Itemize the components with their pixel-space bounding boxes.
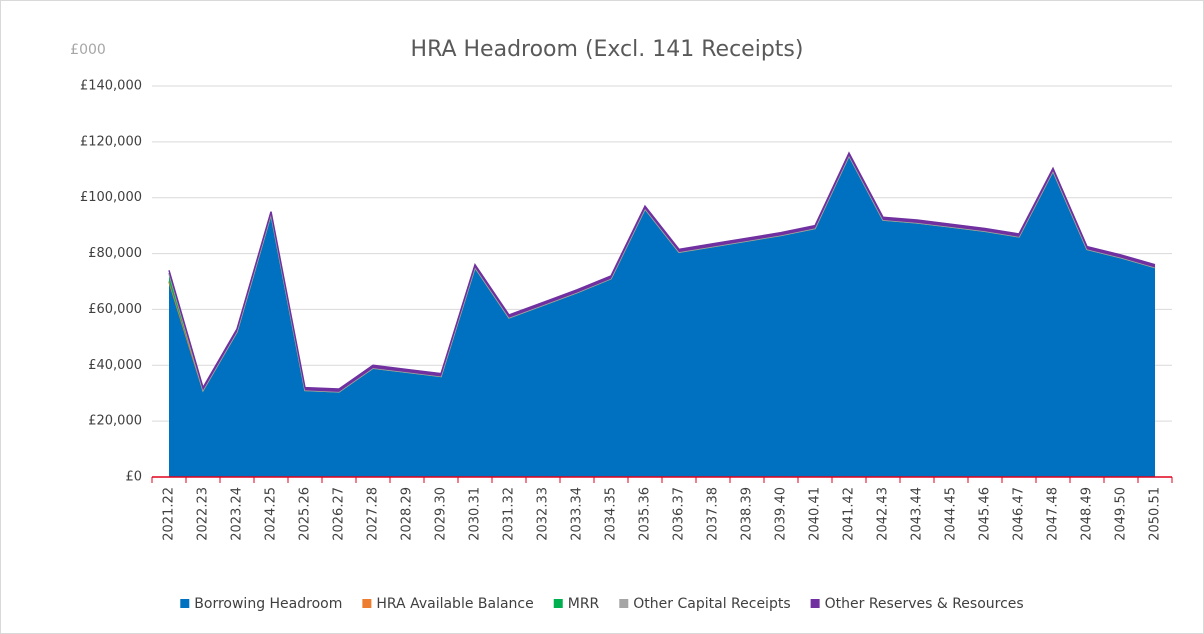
x-tick-label: 2033.34 [570, 487, 585, 541]
x-tick-label: 2040.41 [808, 487, 823, 541]
x-tick-label: 2026.27 [332, 487, 347, 541]
y-tick-label: £140,000 [80, 79, 142, 94]
legend-label: Other Reserves & Resources [825, 596, 1024, 612]
area-top-line [168, 151, 1156, 390]
x-tick-label: 2044.45 [944, 487, 959, 541]
x-tick-label: 2030.31 [468, 487, 483, 541]
y-unit-label: £000 [70, 42, 106, 58]
x-tick-label: 2038.39 [740, 487, 755, 541]
x-tick-label: 2043.44 [910, 487, 925, 541]
area-fill [169, 155, 1155, 478]
x-tick-label: 2024.25 [264, 487, 279, 541]
x-tick-label: 2028.29 [400, 487, 415, 541]
legend-swatch [553, 599, 563, 608]
legend-label: MRR [568, 596, 600, 612]
y-tick-label: £100,000 [80, 190, 142, 205]
x-tick-label: 2042.43 [876, 487, 891, 541]
x-tick-label: 2047.48 [1046, 487, 1061, 541]
x-tick-label: 2027.28 [366, 487, 381, 541]
legend: Borrowing Headroom HRA Available Balance M… [180, 596, 1024, 612]
legend-swatch [810, 599, 820, 608]
legend-label: Other Capital Receipts [633, 596, 790, 612]
legend-label: Borrowing Headroom [194, 596, 342, 612]
legend-swatch [362, 599, 372, 608]
y-tick-label: £60,000 [88, 302, 142, 317]
x-tick-label: 2032.33 [536, 487, 551, 541]
chart-title: HRA Headroom (Excl. 141 Receipts) [411, 37, 804, 62]
x-tick-label: 2037.38 [706, 487, 721, 541]
x-tick-label: 2021.22 [162, 487, 177, 541]
x-tick-label: 2036.37 [672, 487, 687, 541]
x-tick-label: 2050.51 [1148, 487, 1163, 541]
legend-swatch [180, 599, 190, 608]
x-tick-label: 2048.49 [1080, 487, 1095, 541]
x-tick-label: 2029.30 [434, 487, 449, 541]
legend-swatch [619, 599, 629, 608]
x-tick-label: 2023.24 [230, 487, 245, 541]
y-tick-label: £20,000 [88, 414, 142, 429]
x-tick-label: 2049.50 [1114, 487, 1129, 541]
x-tick-label: 2031.32 [502, 487, 517, 541]
x-tick-label: 2046.47 [1012, 487, 1027, 541]
area-top-line [168, 154, 1156, 393]
areas [168, 151, 1156, 478]
y-tick-label: £120,000 [80, 134, 142, 149]
x-tick-label: 2041.42 [842, 487, 857, 541]
x-tick-label: 2025.26 [298, 487, 313, 541]
x-tick-label: 2035.36 [638, 487, 653, 541]
x-tick-label: 2039.40 [774, 487, 789, 541]
legend-label: HRA Available Balance [376, 596, 533, 612]
x-tick-label: 2022.23 [196, 487, 211, 541]
y-tick-label: £0 [125, 470, 142, 485]
x-tick-label: 2034.35 [604, 487, 619, 541]
y-tick-label: £40,000 [88, 358, 142, 373]
y-tick-label: £80,000 [88, 246, 142, 261]
x-tick-label: 2045.46 [978, 487, 993, 541]
